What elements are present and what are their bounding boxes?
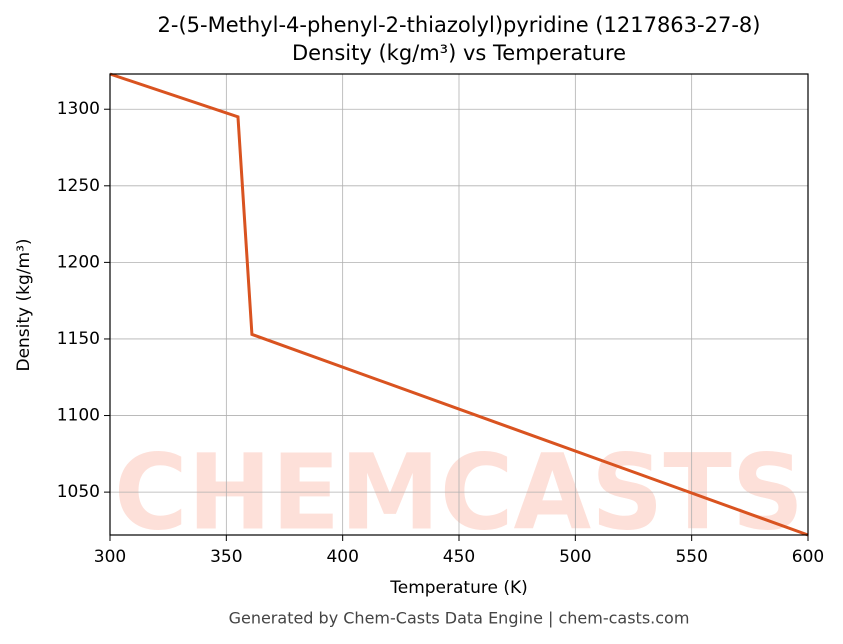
y-tick-label: 1050 xyxy=(57,482,100,502)
y-axis-label: Density (kg/m³) xyxy=(14,238,34,371)
x-tick-label: 350 xyxy=(210,547,242,567)
y-tick-label: 1100 xyxy=(57,406,100,426)
data-line xyxy=(109,72,809,537)
y-tick-label: 1300 xyxy=(57,99,100,119)
x-tick-label: 300 xyxy=(94,547,126,567)
chart-subtitle: Density (kg/m³) vs Temperature xyxy=(292,41,626,65)
plot-frame xyxy=(109,73,809,536)
x-axis-label: Temperature (K) xyxy=(389,578,528,598)
y-tick-label: 1150 xyxy=(57,329,100,349)
x-tick-label: 550 xyxy=(675,547,707,567)
x-tick-label: 400 xyxy=(326,547,358,567)
x-tick-label: 500 xyxy=(559,547,591,567)
y-tick-label: 1200 xyxy=(57,252,100,272)
x-tick-label: 600 xyxy=(792,547,824,567)
chart-title: 2-(5-Methyl-4-phenyl-2-thiazolyl)pyridin… xyxy=(158,13,761,37)
x-tick-label: 450 xyxy=(443,547,475,567)
footer: Generated by Chem-Casts Data Engine | ch… xyxy=(229,609,690,628)
y-tick-label: 1250 xyxy=(57,176,100,196)
